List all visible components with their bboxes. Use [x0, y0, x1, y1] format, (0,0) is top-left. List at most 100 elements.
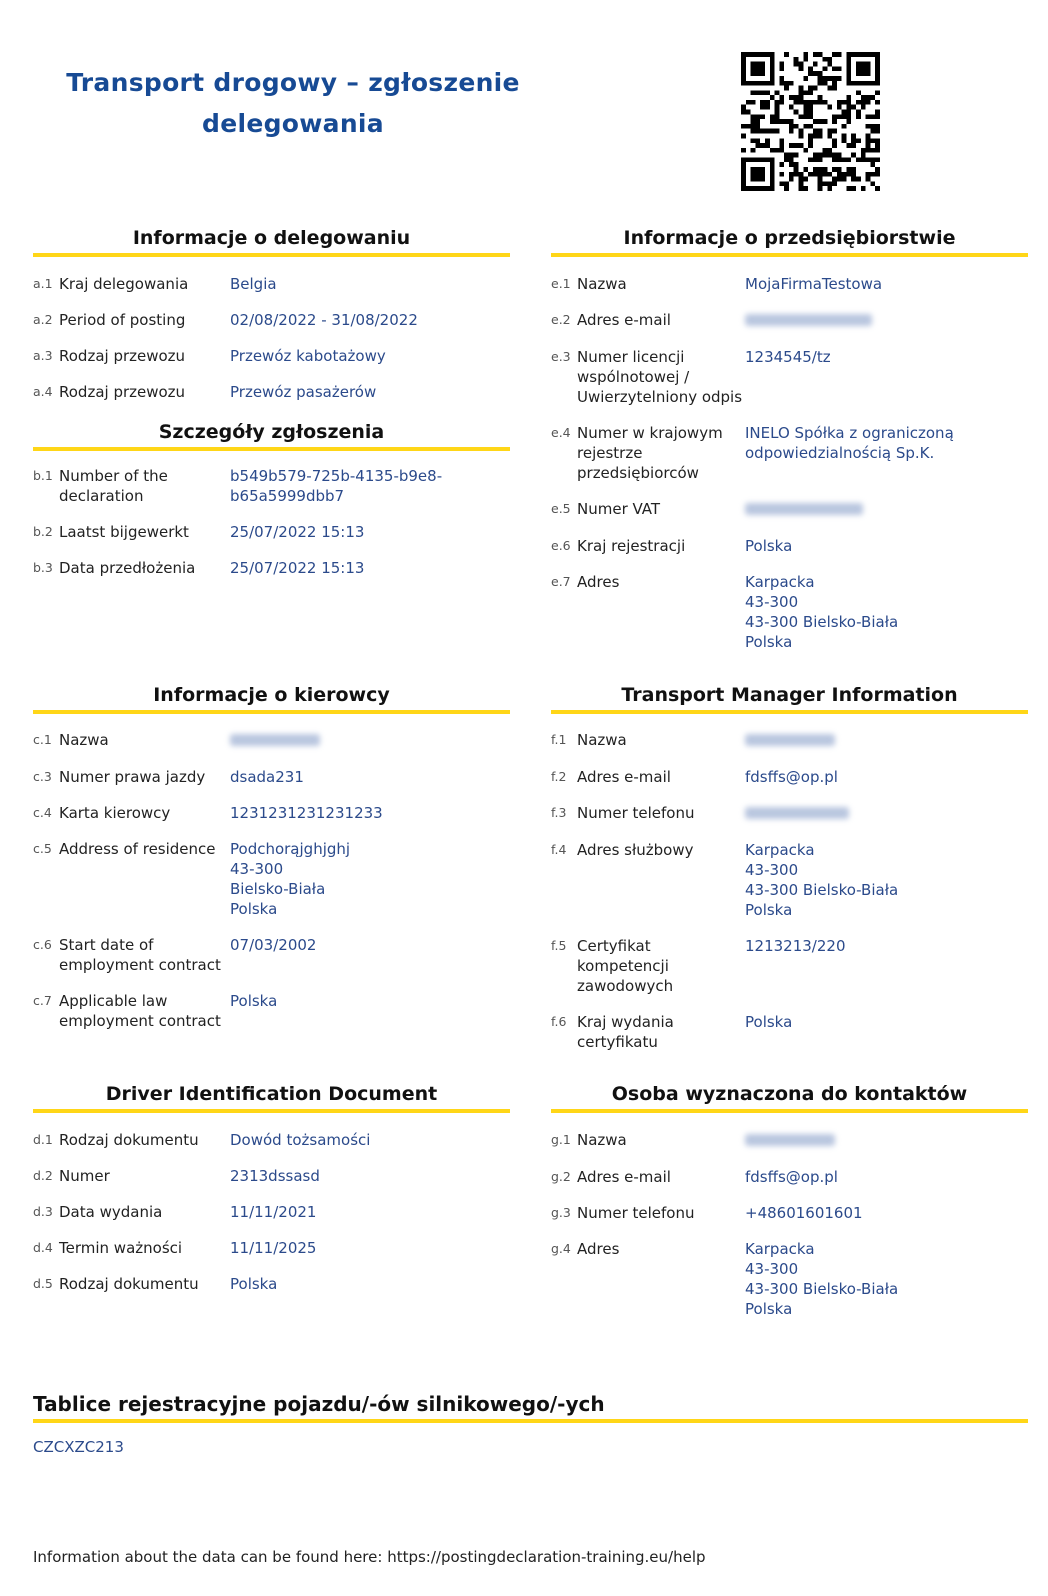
field-value: Dowód tożsamości	[230, 1131, 371, 1149]
field-value: 02/08/2022 - 31/08/2022	[230, 311, 418, 329]
section-heading-driver: Informacje o kierowcy	[33, 680, 510, 714]
field-row: e.2 Adres e-mail	[551, 310, 1028, 331]
field-value: Belgia	[230, 275, 277, 293]
field-code: f.6	[551, 1014, 567, 1029]
section-heading-declaration: Szczegóły zgłoszenia	[33, 417, 510, 451]
field-label: Numer VAT	[577, 500, 661, 518]
section-company: e.1 Nazwa MojaFirmaTestowa e.2 Adres e-mail e…	[551, 274, 1028, 668]
field-value: 1234545/tz	[745, 348, 831, 366]
field-row: c.4 Karta kierowcy 1231231231231233	[33, 803, 510, 823]
field-code: d.1	[33, 1132, 53, 1147]
field-code: e.6	[551, 538, 571, 553]
footer-info: Information about the data can be found …	[33, 1548, 706, 1566]
field-label: Certyfikat kompetencji zawodowych	[577, 937, 674, 995]
field-value: +48601601601	[745, 1204, 863, 1222]
field-code: d.2	[33, 1168, 53, 1183]
section-transport-manager: f.1 Nazwa f.2 Adres e-mail fdsffs@op.pl f.3 Nu…	[551, 730, 1028, 1068]
field-code: f.2	[551, 769, 567, 784]
field-code: c.7	[33, 993, 52, 1008]
field-row: f.1 Nazwa	[551, 730, 1028, 751]
field-code: d.4	[33, 1240, 53, 1255]
field-row: e.4 Numer w krajowym rejestrze przedsiębi…	[551, 423, 1028, 483]
field-row: f.2 Adres e-mail fdsffs@op.pl	[551, 767, 1028, 787]
field-row: c.5 Address of residence Podchorąjghjghj 4…	[33, 839, 510, 919]
field-value: Polska	[230, 1275, 278, 1293]
field-code: b.1	[33, 468, 53, 483]
field-code: a.1	[33, 276, 53, 291]
field-code: c.3	[33, 769, 52, 784]
field-label: Adres służbowy	[577, 841, 694, 859]
field-code: e.3	[551, 349, 571, 364]
section-driver: c.1 Nazwa c.3 Numer prawa jazdy dsada231 c.4 K…	[33, 730, 510, 1047]
field-row: e.5 Numer VAT	[551, 499, 1028, 520]
field-code: e.4	[551, 425, 571, 440]
field-row: g.3 Numer telefonu +48601601601	[551, 1203, 1028, 1223]
field-value: Karpacka 43-300 43-300 Bielsko-Biała Pol…	[745, 841, 899, 919]
field-code: f.4	[551, 842, 567, 857]
field-row: d.2 Numer 2313dssasd	[33, 1166, 510, 1186]
field-code: g.1	[551, 1132, 571, 1147]
field-label: Numer telefonu	[577, 1204, 695, 1222]
field-code: e.2	[551, 312, 571, 327]
redacted-value	[745, 310, 872, 331]
redaction-blur	[230, 734, 320, 746]
section-driver-id: d.1 Rodzaj dokumentu Dowód tożsamości d.2 Nu…	[33, 1130, 510, 1310]
field-row: g.4 Adres Karpacka 43-300 43-300 Bielsko-B…	[551, 1239, 1028, 1319]
field-label: Applicable law employment contract	[59, 992, 221, 1030]
field-row: d.3 Data wydania 11/11/2021	[33, 1202, 510, 1222]
field-label: Nazwa	[577, 731, 627, 749]
field-label: Adres e-mail	[577, 768, 671, 786]
redacted-value	[745, 499, 863, 520]
field-label: Rodzaj dokumentu	[59, 1275, 199, 1293]
plate-number: CZCXZC213	[33, 1438, 124, 1456]
field-row: e.1 Nazwa MojaFirmaTestowa	[551, 274, 1028, 294]
redaction-blur	[745, 314, 872, 326]
field-value: fdsffs@op.pl	[745, 1168, 838, 1186]
field-code: f.1	[551, 732, 567, 747]
field-label: Rodzaj przewozu	[59, 383, 186, 401]
section-heading-plates: Tablice rejestracyjne pojazdu/-ów silnik…	[33, 1389, 1028, 1423]
field-row: a.4 Rodzaj przewozu Przewóz pasażerów	[33, 382, 510, 402]
field-row: e.7 Adres Karpacka 43-300 43-300 Bielsko-B…	[551, 572, 1028, 652]
field-value: b549b579-725b-4135-b9e8- b65a5999dbb7	[230, 467, 443, 505]
field-code: a.3	[33, 348, 53, 363]
field-value: Podchorąjghjghj 43-300 Bielsko-Biała Pol…	[230, 840, 351, 918]
redacted-value	[230, 730, 320, 751]
field-value: Polska	[745, 537, 793, 555]
field-code: c.6	[33, 937, 52, 952]
field-label: Address of residence	[59, 840, 216, 858]
field-value: Karpacka 43-300 43-300 Bielsko-Biała Pol…	[745, 573, 899, 651]
field-value: Przewóz kabotażowy	[230, 347, 386, 365]
field-label: Numer licencji wspólnotowej / Uwierzytel…	[577, 348, 743, 406]
field-label: Adres	[577, 1240, 620, 1258]
field-value: MojaFirmaTestowa	[745, 275, 883, 293]
field-value: 11/11/2025	[230, 1239, 317, 1257]
field-label: Termin ważności	[59, 1239, 183, 1257]
field-value: 1213213/220	[745, 937, 846, 955]
field-value: dsada231	[230, 768, 304, 786]
section-heading-posting: Informacje o delegowaniu	[33, 223, 510, 257]
section-heading-transport-manager: Transport Manager Information	[551, 680, 1028, 714]
field-value: 11/11/2021	[230, 1203, 317, 1221]
field-row: d.5 Rodzaj dokumentu Polska	[33, 1274, 510, 1294]
field-row: d.4 Termin ważności 11/11/2025	[33, 1238, 510, 1258]
field-row: f.5 Certyfikat kompetencji zawodowych 1213…	[551, 936, 1028, 996]
field-value: 2313dssasd	[230, 1167, 320, 1185]
field-code: f.3	[551, 805, 567, 820]
field-row: f.3 Numer telefonu	[551, 803, 1028, 824]
field-code: d.5	[33, 1276, 53, 1291]
section-heading-company: Informacje o przedsiębiorstwie	[551, 223, 1028, 257]
field-code: c.4	[33, 805, 52, 820]
section-posting: a.1 Kraj delegowania Belgia a.2 Period of po…	[33, 274, 510, 418]
field-value: 25/07/2022 15:13	[230, 559, 365, 577]
field-row: c.6 Start date of employment contract 07/0…	[33, 935, 510, 975]
field-row: f.4 Adres służbowy Karpacka 43-300 43-300 …	[551, 840, 1028, 920]
redacted-value	[745, 730, 835, 751]
section-heading-driver-id: Driver Identification Document	[33, 1079, 510, 1113]
field-label: Start date of employment contract	[59, 936, 221, 974]
qr-code	[741, 52, 880, 191]
field-value: 07/03/2002	[230, 936, 317, 954]
field-row: c.1 Nazwa	[33, 730, 510, 751]
section-declaration: b.1 Number of the declaration b549b579-725…	[33, 466, 510, 594]
field-label: Number of the declaration	[59, 467, 168, 505]
